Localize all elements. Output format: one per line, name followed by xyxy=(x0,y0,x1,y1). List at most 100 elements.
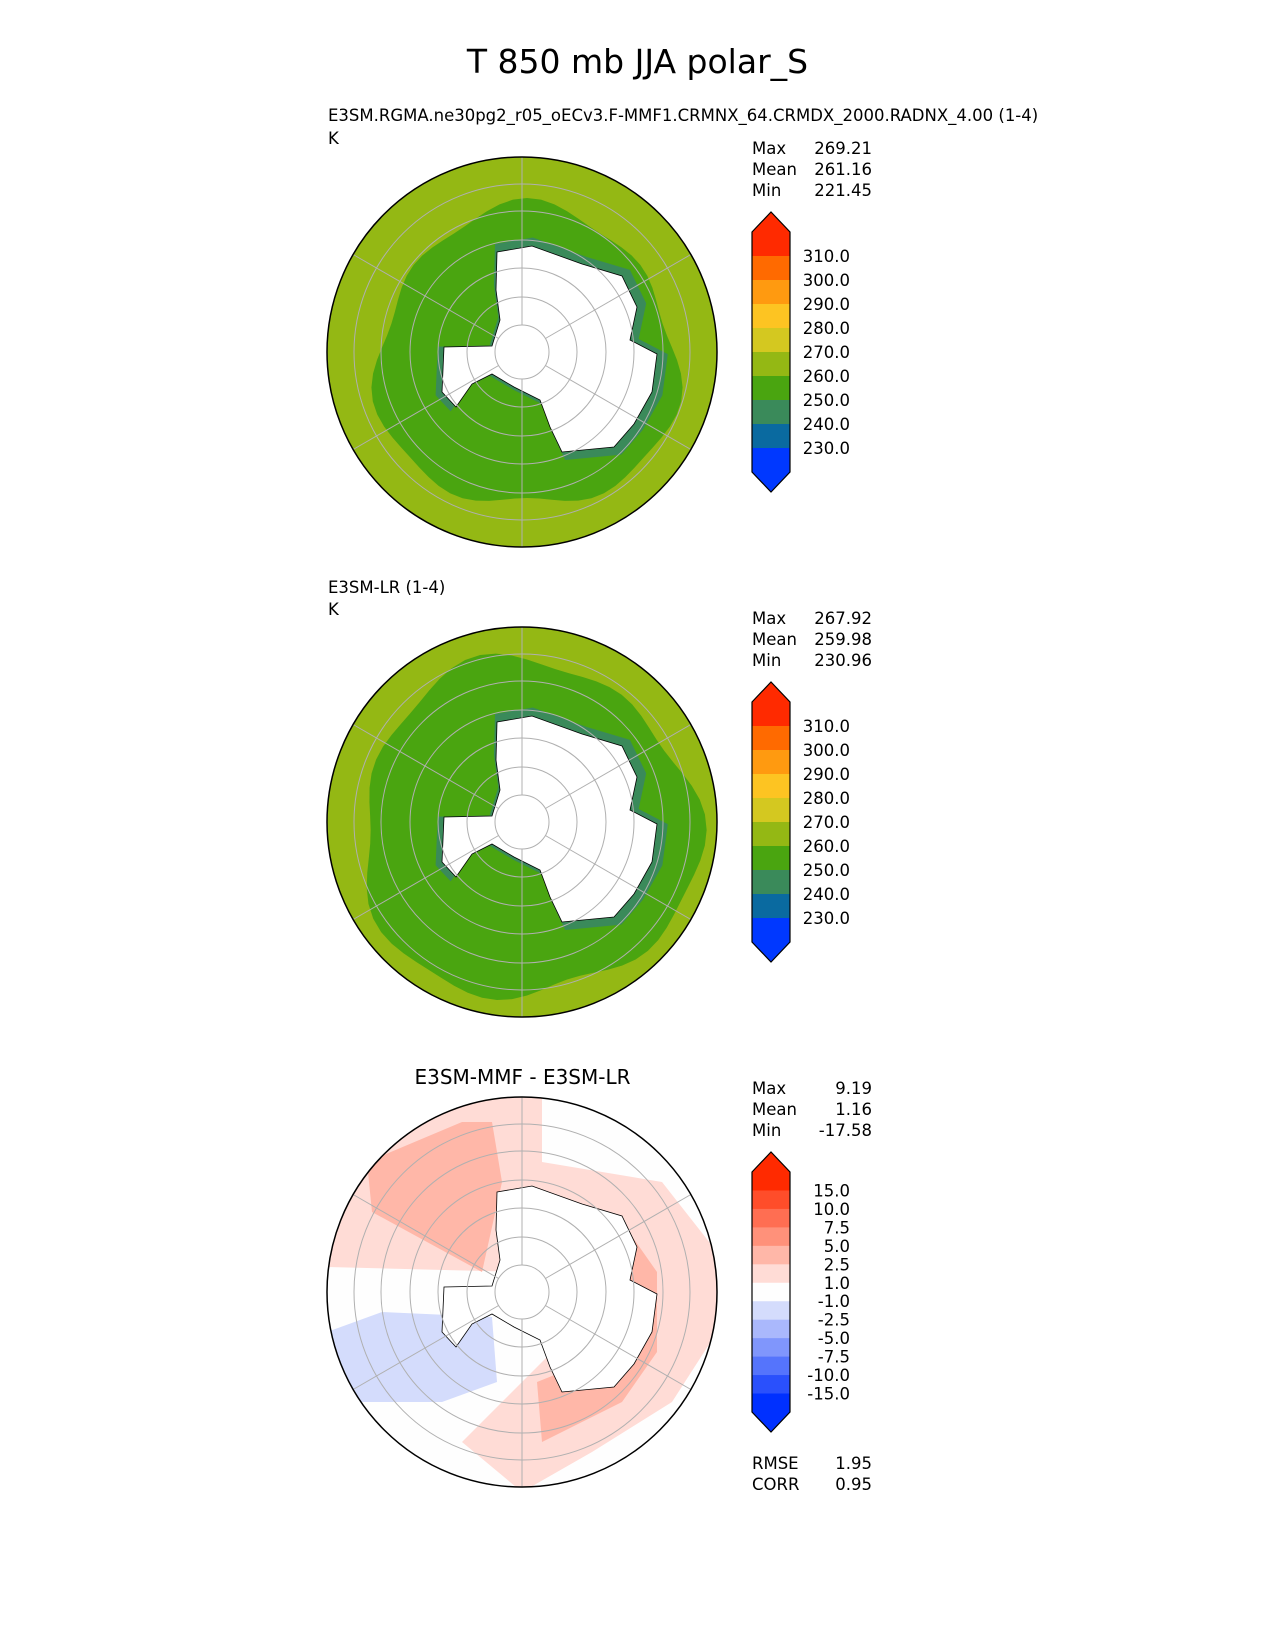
colorbar-segment xyxy=(752,1227,790,1247)
colorbar-segment xyxy=(752,1338,790,1358)
colorbar-tick-label: 250.0 xyxy=(803,391,850,410)
colorbar-tick-label: 310.0 xyxy=(803,247,850,266)
colorbar-segment xyxy=(752,1208,790,1228)
longitude-gridline xyxy=(352,365,499,450)
max-value: 267.92 xyxy=(814,609,872,628)
colorbar-tick-label: 290.0 xyxy=(803,295,850,314)
mean-label: Mean xyxy=(752,1100,797,1119)
colorbar-tick-label: 310.0 xyxy=(803,717,850,736)
colorbar-segment xyxy=(752,822,790,847)
positive-difference-medium xyxy=(367,1122,502,1272)
colorbar-tick-label: 7.5 xyxy=(824,1218,850,1237)
colorbar-extension-min xyxy=(752,448,790,492)
corr-value: 0.95 xyxy=(835,1475,872,1494)
colorbar-outline xyxy=(751,681,791,963)
colorbar-segment xyxy=(752,750,790,775)
colorbar-extension-max xyxy=(752,682,790,726)
colorbar-tick-label: 280.0 xyxy=(803,319,850,338)
longitude-gridline xyxy=(545,1305,692,1390)
panel1-units: K xyxy=(328,129,339,148)
colorbar-difference: 15.010.07.55.02.51.0-1.0-2.5-5.0-7.5-10.… xyxy=(751,1151,850,1433)
map-boundary xyxy=(326,1096,718,1488)
max-label: Max xyxy=(752,609,787,628)
colorbar-tick-label: 230.0 xyxy=(803,909,850,928)
longitude-gridline xyxy=(545,254,692,339)
colorbar-segment xyxy=(752,870,790,895)
map-fill xyxy=(327,627,717,1017)
mean-label: Mean xyxy=(752,160,797,179)
colorbar-segment xyxy=(752,846,790,871)
colorbar-segment xyxy=(752,1301,790,1321)
panel2-title: E3SM-LR (1-4) xyxy=(328,578,446,597)
colorbar-extension-max xyxy=(752,1152,790,1191)
min-label: Min xyxy=(752,1121,782,1140)
min-label: Min xyxy=(752,651,782,670)
colorbar-test: 310.0 300.0 290.0 280.0 270.0 260.0 250.0 240.0… xyxy=(751,211,850,493)
colorbar-tick-label: -10.0 xyxy=(807,1366,850,1385)
colorbar-tick-label: 240.0 xyxy=(803,415,850,434)
colorbar-outline xyxy=(751,211,791,493)
panel1-stats: Max 269.21 Mean 261.16 Min 221.45 xyxy=(752,138,872,201)
colorbar-segment xyxy=(752,376,790,401)
colorbar-segment xyxy=(752,352,790,377)
panel2-units: K xyxy=(328,600,339,619)
colorbar-tick-label: 260.0 xyxy=(803,367,850,386)
colorbar-segment xyxy=(752,280,790,305)
longitude-gridline xyxy=(545,1194,692,1279)
colorbar-segment xyxy=(752,256,790,281)
mean-label: Mean xyxy=(752,630,797,649)
colorbar-tick-label: 300.0 xyxy=(803,271,850,290)
colorbar-tick-label: 250.0 xyxy=(803,861,850,880)
colorbar-extension-max xyxy=(752,212,790,256)
longitude-gridline xyxy=(545,724,692,809)
map-boundary xyxy=(326,156,718,548)
colorbar-extension-min xyxy=(752,1393,790,1432)
max-value: 269.21 xyxy=(814,139,872,158)
antarctica-coastline xyxy=(441,245,658,453)
colorbar-segment xyxy=(752,328,790,353)
figure-title: T 850 mb JJA polar_S xyxy=(466,42,809,81)
colorbar-tick-label: 270.0 xyxy=(803,343,850,362)
colorbar-segment xyxy=(752,894,790,919)
polar-map-test xyxy=(326,156,718,548)
colorbar-tick-label: -15.0 xyxy=(807,1385,850,1404)
colorbar-reference: 310.0 300.0 290.0 280.0 270.0 260.0 250.0 240.0… xyxy=(751,681,850,963)
panel3-title: E3SM-MMF - E3SM-LR xyxy=(414,1065,631,1089)
panel3-stats: Max 9.19 Mean 1.16 Min -17.58 xyxy=(752,1078,872,1141)
colorbar-tick-label: -5.0 xyxy=(818,1329,850,1348)
colorbar-tick-label: 260.0 xyxy=(803,837,850,856)
colorbar-segment xyxy=(752,424,790,449)
map-boundary xyxy=(326,626,718,1018)
colorbar-segment xyxy=(752,1190,790,1210)
longitude-gridline xyxy=(352,1194,499,1279)
colorbar-extension-min xyxy=(752,918,790,962)
map-fill xyxy=(327,157,717,547)
colorbar-segment xyxy=(752,1282,790,1302)
longitude-gridline xyxy=(545,835,692,920)
colorbar-tick-label: 230.0 xyxy=(803,439,850,458)
max-label: Max xyxy=(752,139,787,158)
min-value: -17.58 xyxy=(818,1121,872,1140)
colorbar-tick-label: 2.5 xyxy=(824,1255,850,1274)
colorbar-segment xyxy=(752,774,790,799)
colorbar-segment xyxy=(752,1319,790,1339)
longitude-gridline xyxy=(545,365,692,450)
colorbar-outline xyxy=(751,1151,791,1433)
antarctica-coastline xyxy=(441,715,658,923)
colorbar-segment xyxy=(752,1356,790,1376)
colorbar-segment xyxy=(752,1245,790,1265)
colorbar-segment xyxy=(752,304,790,329)
longitude-gridline xyxy=(352,254,499,339)
polar-map-difference xyxy=(326,1096,718,1488)
colorbar-segment xyxy=(752,798,790,823)
min-value: 221.45 xyxy=(814,181,872,200)
panel1-title: E3SM.RGMA.ne30pg2_r05_oECv3.F-MMF1.CRMNX… xyxy=(328,106,1039,125)
longitude-gridline xyxy=(352,835,499,920)
colorbar-segment xyxy=(752,1375,790,1395)
colorbar-tick-label: 300.0 xyxy=(803,741,850,760)
panel2-stats: Max 267.92 Mean 259.98 Min 230.96 xyxy=(752,608,872,671)
map-fill xyxy=(327,1097,717,1487)
corr-label: CORR xyxy=(752,1475,800,1494)
max-value: 9.19 xyxy=(835,1079,872,1098)
